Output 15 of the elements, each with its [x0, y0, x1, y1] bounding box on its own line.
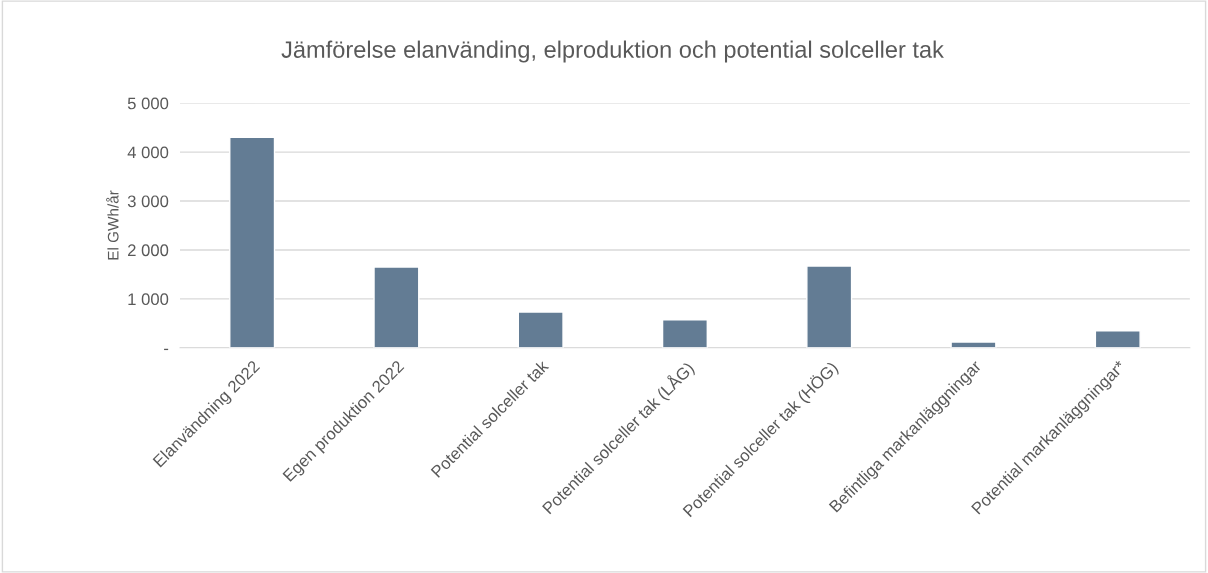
bar [950, 341, 997, 348]
y-axis-title: El GWh/år [106, 190, 119, 260]
bar [517, 311, 564, 348]
bar [806, 265, 853, 348]
bar [229, 136, 276, 348]
y-tick-label: 5 000 [127, 97, 169, 110]
bar [373, 266, 420, 348]
y-tick-label: - [164, 348, 169, 351]
y-tick-label: 4 000 [127, 146, 169, 159]
bar [661, 319, 708, 348]
y-tick-label: 2 000 [128, 244, 169, 257]
y-tick-label: 3 000 [127, 195, 169, 208]
chart-title: Jämförelse elanvänding, elproduktion och potential solceller tak [281, 40, 944, 63]
bar [1094, 329, 1141, 348]
y-tick-label: 1 000 [128, 293, 169, 306]
